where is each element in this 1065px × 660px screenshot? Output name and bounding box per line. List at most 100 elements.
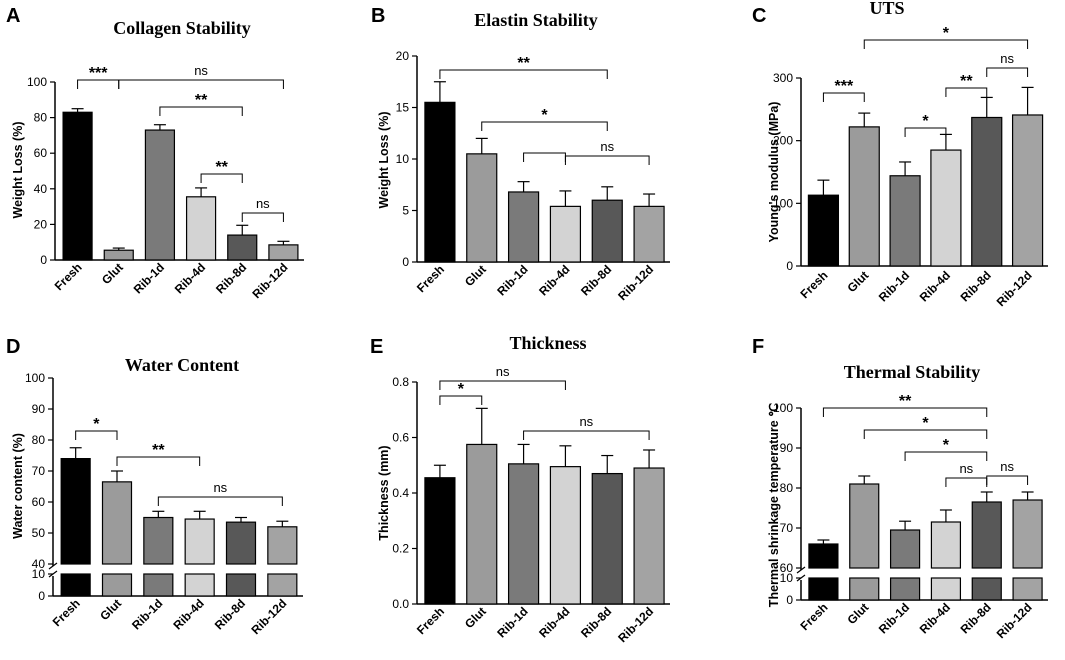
significance-label: ns [194,63,208,78]
bar-Rib-4d [549,466,582,605]
bar-Rib-12d [268,244,299,261]
bar-Rib-4d [185,196,217,261]
x-tick-label: Rib-12d [615,262,656,303]
y-tick-label: 0.8 [392,375,409,389]
significance-bracket [439,395,483,405]
x-tick-label: Fresh [52,260,85,293]
panel-B: B Elastin Stability Weight Loss (%) 0 5 10 15 2… [371,5,670,303]
x-tick-label: Rib-8d [212,596,248,632]
significance-label: *** [89,65,108,82]
y-tick-label: 40 [32,557,46,571]
y-tick-label: 10 [32,567,46,581]
y-tick-label: 10 [396,152,410,166]
bar-Fresh [424,477,456,605]
x-tick-label: Rib-1d [131,260,167,296]
x-tick-label: Rib-8d [213,260,249,296]
x-tick-label: Rib-8d [958,600,994,636]
bar-lower-Rib-4d [930,577,962,601]
y-tick-label: 0 [786,593,793,607]
bar-lower-Rib-8d [971,577,1002,601]
y-tick-label: 15 [396,101,410,115]
panel-letter-A: A [6,5,20,27]
y-tick-label: 70 [780,521,794,535]
chart-title: UTS [869,0,904,18]
x-tick-label: Glut [97,596,124,623]
y-axis-label: Water content (%) [11,433,25,539]
panel-A: A Collagen Stability Weight Loss (%) 0 20 40 6… [6,5,304,301]
x-tick-label: Rib-4d [170,596,206,632]
bar-Rib-8d [227,234,258,261]
bar-Rib-8d [971,501,1002,569]
significance-label: ns [959,461,973,476]
panel-letter-C: C [752,5,766,27]
x-tick-label: Rib-1d [876,268,912,304]
significance-label: * [93,416,100,433]
bar-Rib-4d [930,149,962,267]
x-tick-label: Fresh [50,596,83,629]
significance-bracket [945,87,988,97]
bar-Rib-4d [549,205,582,263]
x-tick-label: Fresh [414,262,447,295]
x-tick-label: Rib-8d [578,604,614,640]
significance-bracket [945,477,988,487]
y-axis-label: Weight Loss (%) [11,122,25,219]
significance-label: ** [517,55,530,72]
significance-bracket [523,152,566,162]
y-tick-label: 100 [773,196,793,210]
significance-label: * [458,381,465,398]
x-tick-label: Rib-4d [536,604,572,640]
x-tick-label: Glut [99,260,126,287]
axis-break-mark [796,566,806,574]
x-tick-label: Rib-12d [994,268,1035,309]
bar-Fresh [60,458,91,565]
bar-lower-Fresh [60,573,91,597]
bar-Rib-8d [971,116,1003,267]
bar-Fresh [424,101,456,263]
bar-Glut [466,443,498,605]
bar-lower-Rib-1d [889,577,921,601]
y-tick-label: 80 [32,433,46,447]
y-tick-label: 0.2 [392,542,409,556]
y-tick-label: 300 [773,71,793,85]
panel-F: F Thermal Stability Thermal shrinkage temp… [752,336,1048,641]
significance-bracket [863,39,1029,49]
bar-Rib-4d [930,521,962,569]
chart-title: Elastin Stability [474,10,598,30]
significance-label: ns [1000,459,1014,474]
y-tick-label: 100 [27,75,47,89]
bar-Fresh [807,194,840,267]
significance-bracket [118,79,284,89]
bar-lower-Rib-12d [1012,577,1043,601]
chart-title: Collagen Stability [113,18,251,38]
bar-Glut [849,483,880,569]
bar-lower-Fresh [808,577,839,601]
x-tick-label: Rib-1d [494,604,530,640]
significance-bracket [564,155,650,165]
panel-E: E Thickness Thickness (mm) 0.0 0.2 0.4 0.6 0.8 F… [370,333,670,645]
significance-bracket [439,69,608,79]
significance-label: ns [256,196,270,211]
y-tick-label: 70 [32,464,46,478]
bar-lower-Rib-8d [225,573,257,597]
y-tick-label: 100 [773,401,793,415]
significance-bracket [439,380,566,390]
bar-Fresh [62,111,93,261]
chart-title: Water Content [125,355,239,375]
x-tick-label: Rib-12d [250,260,291,301]
bar-lower-Glut [101,573,133,597]
significance-label: * [541,107,548,124]
x-tick-label: Rib-4d [536,262,572,298]
y-tick-label: 0 [786,259,793,273]
bar-Rib-8d [591,199,623,263]
y-tick-label: 60 [780,561,794,575]
significance-label: ** [899,393,912,410]
significance-label: ns [579,414,593,429]
x-tick-label: Rib-8d [578,262,614,298]
significance-bracket [241,212,284,222]
significance-label: ** [215,159,228,176]
bar-Rib-1d [144,129,176,261]
bar-lower-Rib-12d [267,573,298,597]
bar-Rib-1d [507,191,540,263]
